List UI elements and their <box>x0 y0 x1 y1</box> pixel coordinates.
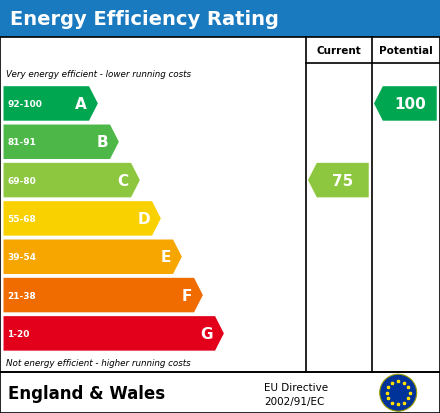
Bar <box>0 0 440 38</box>
Bar <box>0 38 440 373</box>
Text: B: B <box>96 135 108 150</box>
Polygon shape <box>4 164 140 198</box>
Text: E: E <box>161 249 171 265</box>
Polygon shape <box>4 240 182 274</box>
Polygon shape <box>4 278 203 313</box>
Text: 100: 100 <box>394 97 425 112</box>
Polygon shape <box>4 202 161 236</box>
Text: G: G <box>200 326 213 341</box>
Text: 75: 75 <box>332 173 353 188</box>
Text: Very energy efficient - lower running costs: Very energy efficient - lower running co… <box>6 70 191 79</box>
Text: 55-68: 55-68 <box>7 214 36 223</box>
Bar <box>0 373 440 413</box>
Text: 1-20: 1-20 <box>7 329 29 338</box>
Text: England & Wales: England & Wales <box>8 384 165 402</box>
Text: 21-38: 21-38 <box>7 291 36 300</box>
Polygon shape <box>308 164 369 198</box>
Ellipse shape <box>380 374 417 411</box>
Text: Current: Current <box>316 46 361 56</box>
Text: Not energy efficient - higher running costs: Not energy efficient - higher running co… <box>6 358 191 367</box>
Text: 69-80: 69-80 <box>7 176 36 185</box>
Polygon shape <box>4 87 98 121</box>
Text: D: D <box>137 211 150 226</box>
Text: A: A <box>75 97 87 112</box>
Text: C: C <box>118 173 129 188</box>
Text: 81-91: 81-91 <box>7 138 36 147</box>
Text: 92-100: 92-100 <box>7 100 42 109</box>
Polygon shape <box>4 316 224 351</box>
Text: F: F <box>181 288 192 303</box>
Text: Energy Efficiency Rating: Energy Efficiency Rating <box>10 9 279 28</box>
Polygon shape <box>4 125 119 160</box>
Text: 39-54: 39-54 <box>7 253 36 261</box>
Text: Potential: Potential <box>379 46 433 56</box>
Text: EU Directive: EU Directive <box>264 382 328 392</box>
Text: 2002/91/EC: 2002/91/EC <box>264 396 324 406</box>
Polygon shape <box>374 87 437 121</box>
